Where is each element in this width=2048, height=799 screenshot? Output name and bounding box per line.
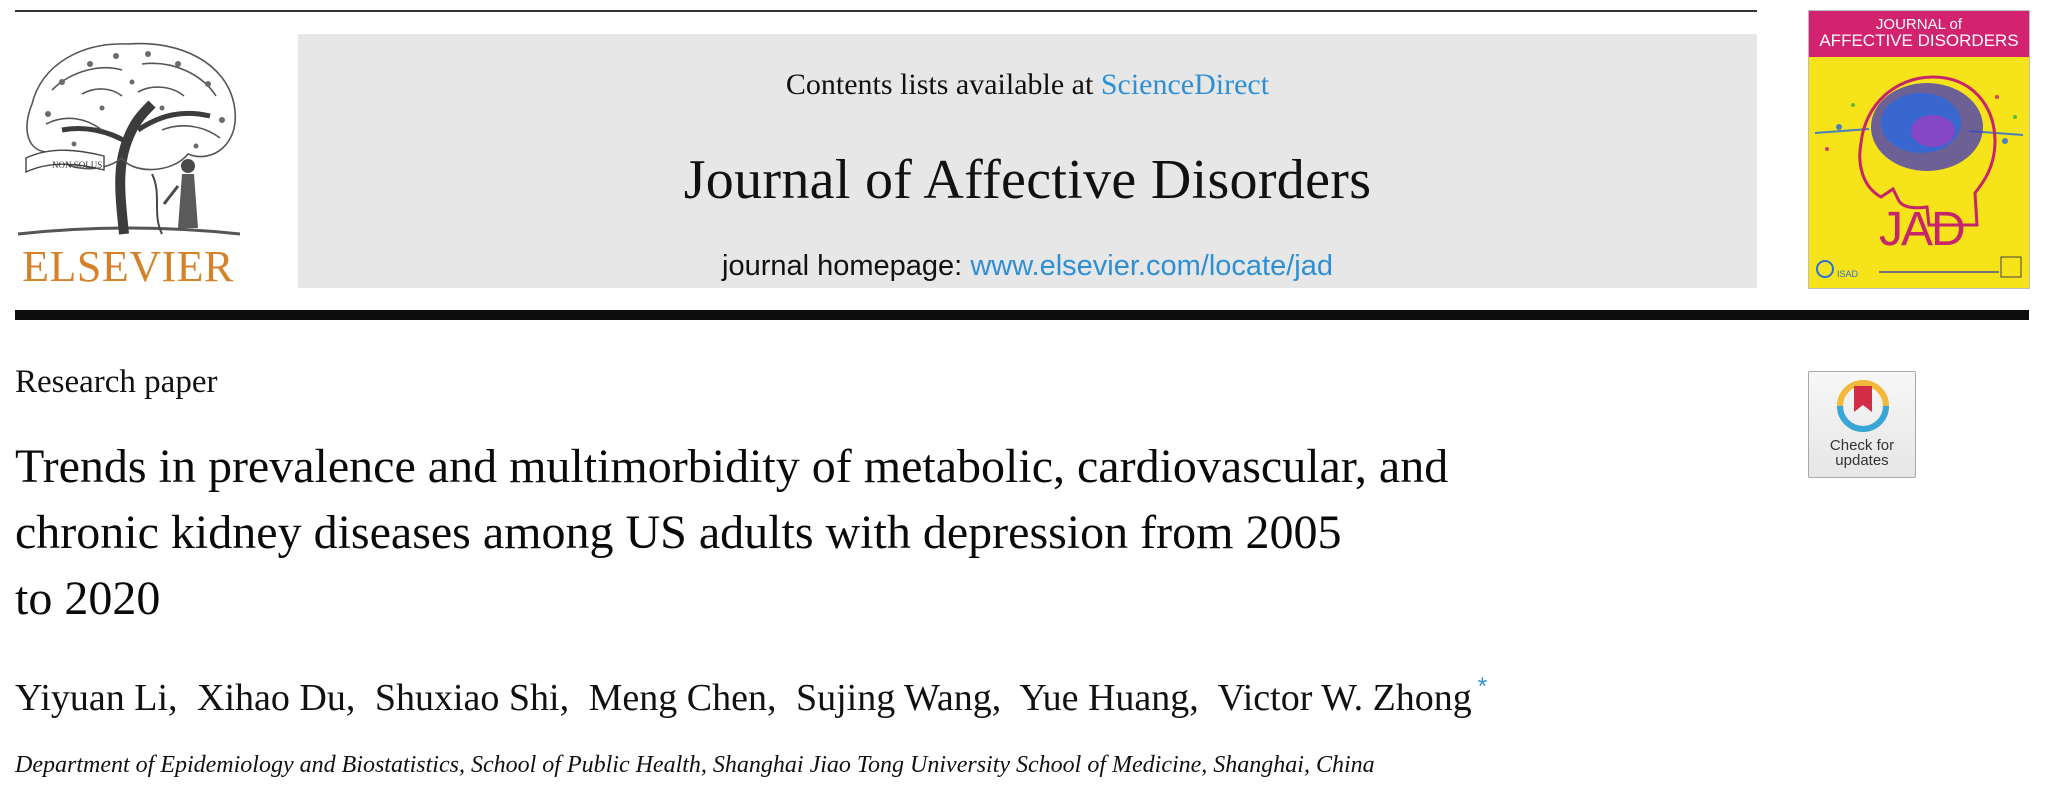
check-updates-label: Check for updates [1809, 438, 1915, 468]
author-separator: , [766, 677, 777, 719]
cover-title-band [1809, 11, 2029, 57]
author-name[interactable]: Shuxiao Shi [374, 677, 560, 719]
publisher-name: ELSEVIER [22, 242, 234, 291]
homepage-line: journal homepage: www.elsevier.com/locat… [298, 250, 1757, 283]
check-updates-line2: updates [1835, 452, 1889, 469]
cover-title-line1: JOURNAL of [1875, 16, 1963, 33]
title-line: chronic kidney diseases among US adults … [15, 506, 1342, 559]
journal-cover[interactable]: JOURNAL of AFFECTIVE DISORDERS ISAD JAD [1808, 10, 2030, 289]
author-separator: , [1189, 677, 1199, 719]
cover-brand: JAD [1879, 203, 1966, 256]
homepage-prefix: journal homepage: [722, 250, 971, 282]
motto-ribbon: NON SOLUS [52, 160, 102, 170]
sciencedirect-link[interactable]: ScienceDirect [1100, 68, 1270, 101]
author-name[interactable]: Victor W. Zhong [1217, 677, 1472, 719]
author-name[interactable]: Yiyuan Li [15, 677, 169, 719]
author-separator: , [168, 677, 178, 719]
author-separator: , [345, 677, 356, 719]
contents-prefix: Contents lists available at [785, 68, 1101, 101]
cover-title-line2: AFFECTIVE DISORDERS [1819, 31, 2019, 50]
author-separator: , [991, 677, 1002, 719]
elsevier-tree-icon [17, 42, 241, 236]
journal-masthead: Contents lists available at ScienceDirec… [298, 34, 1757, 288]
title-line: Trends in prevalence and multimorbidity … [15, 440, 1449, 493]
author-name[interactable]: Xihao Du [197, 677, 346, 719]
author-list: Yiyuan Li, Xihao Du, Shuxiao Shi, Meng C… [15, 673, 1487, 720]
author-name[interactable]: Sujing Wang [795, 677, 992, 719]
publisher-motto: NON SOLUS [52, 160, 102, 170]
journal-title: Journal of Affective Disorders [683, 149, 1372, 211]
author-name[interactable]: Yue Huang [1019, 677, 1190, 719]
cover-head-art: ISAD [1814, 75, 2024, 279]
article-type: Research paper [15, 364, 218, 400]
author-separator: , [559, 677, 570, 719]
cover-society: ISAD [1837, 269, 1859, 279]
corresponding-author-link[interactable]: * [1477, 673, 1488, 700]
check-updates-line1: Check for [1829, 437, 1895, 454]
cover-title: JOURNAL of AFFECTIVE DISORDERS [1809, 17, 2029, 49]
article-title: Trends in prevalence and multimorbidity … [15, 434, 1775, 632]
check-for-updates-button[interactable]: Check for updates [1808, 371, 1916, 478]
journal-homepage-link[interactable]: www.elsevier.com/locate/jad [970, 250, 1333, 282]
affiliation: Department of Epidemiology and Biostatis… [15, 752, 1375, 778]
publisher-logo: NON SOLUS ELSEVIER [12, 34, 244, 290]
header-divider [15, 310, 2029, 320]
bookmark-ring-icon [1837, 380, 1889, 432]
contents-line: Contents lists available at ScienceDirec… [298, 68, 1757, 102]
header-top-rule [15, 10, 1757, 12]
title-line: to 2020 [15, 572, 161, 625]
author-name[interactable]: Meng Chen [588, 677, 767, 719]
